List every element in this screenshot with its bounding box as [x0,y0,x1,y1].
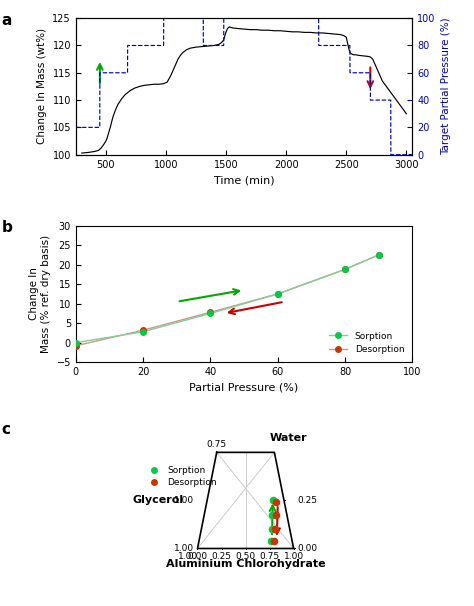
Point [72,338,80,347]
Legend: Sorption, Desorption: Sorption, Desorption [141,462,220,491]
Point [269,496,277,505]
Point [375,250,383,260]
Text: 0.25: 0.25 [298,496,318,505]
Point [273,498,280,507]
Text: a: a [2,13,12,28]
Text: Aluminium Chlorohydrate: Aluminium Chlorohydrate [166,559,325,569]
Text: 0.25: 0.25 [211,552,231,561]
Point [268,524,275,534]
Point [271,524,279,534]
Point [375,250,383,260]
Text: 1.00: 1.00 [178,552,198,561]
Text: 0.00: 0.00 [298,544,318,553]
Point [139,325,147,335]
Text: b: b [2,220,13,235]
Text: 0.50: 0.50 [236,552,255,561]
Y-axis label: Change In
Mass (% ref. dry basis): Change In Mass (% ref. dry basis) [29,235,51,353]
Point [72,341,80,351]
Text: 1.00: 1.00 [173,496,194,505]
Legend: Sorption, Desorption: Sorption, Desorption [326,328,408,358]
Point [272,510,280,520]
Text: 1.00: 1.00 [173,544,194,553]
Point [274,289,282,299]
Text: 1.00: 1.00 [283,552,304,561]
Point [267,536,274,545]
Point [139,327,147,336]
Text: 0.75: 0.75 [207,439,227,448]
Text: 0.75: 0.75 [260,552,280,561]
Point [274,289,282,299]
Text: 0.00: 0.00 [187,552,208,561]
Y-axis label: Target Partial Pressure (%): Target Partial Pressure (%) [441,18,451,155]
Text: Glycerol: Glycerol [133,496,184,505]
Point [207,308,214,318]
Point [341,264,349,274]
Text: c: c [2,422,11,437]
X-axis label: Time (min): Time (min) [214,175,274,185]
Point [207,307,214,317]
Text: Water: Water [270,433,308,443]
Point [341,264,349,274]
Point [269,510,276,520]
Point [271,536,278,545]
Y-axis label: Change In Mass (wt%): Change In Mass (wt%) [37,28,47,144]
X-axis label: Partial Pressure (%): Partial Pressure (%) [190,382,299,393]
